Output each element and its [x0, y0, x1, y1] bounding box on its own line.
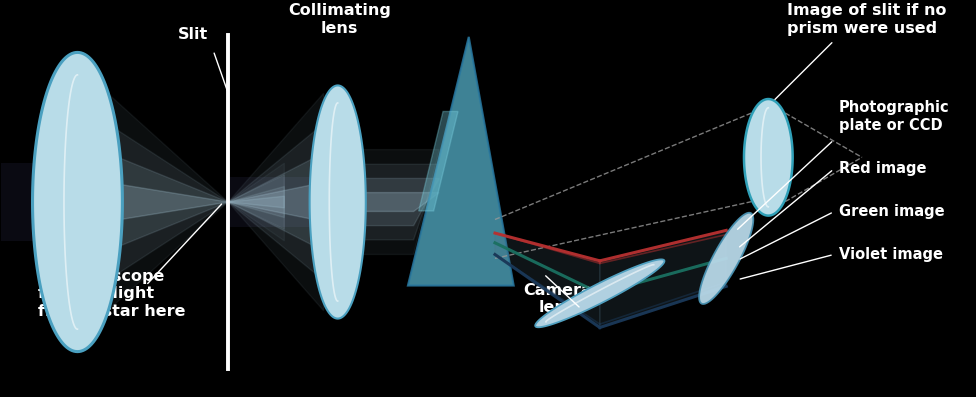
Polygon shape [419, 112, 458, 211]
Polygon shape [228, 175, 284, 229]
Polygon shape [228, 187, 284, 218]
Polygon shape [535, 259, 665, 327]
Text: The telescope
focuses light
from a star here: The telescope focuses light from a star … [38, 269, 185, 318]
Polygon shape [228, 163, 284, 241]
Polygon shape [228, 183, 324, 222]
Polygon shape [228, 196, 284, 208]
Polygon shape [77, 177, 228, 227]
Text: Violet image: Violet image [838, 247, 943, 262]
Polygon shape [32, 52, 122, 352]
Polygon shape [77, 66, 228, 338]
Bar [1, 163, 77, 241]
Text: Slit: Slit [179, 27, 209, 42]
Polygon shape [77, 141, 228, 263]
Polygon shape [354, 164, 439, 240]
Polygon shape [699, 213, 753, 304]
Text: Red image: Red image [838, 162, 926, 177]
Text: Collimating
lens: Collimating lens [288, 3, 391, 36]
Text: Photographic
plate or CCD: Photographic plate or CCD [838, 100, 950, 133]
Polygon shape [354, 193, 439, 212]
Polygon shape [600, 230, 726, 328]
Polygon shape [354, 150, 439, 254]
Text: Camera
lens: Camera lens [523, 283, 592, 315]
Bar [228, 177, 349, 227]
Polygon shape [495, 233, 600, 328]
Polygon shape [744, 99, 793, 216]
Polygon shape [354, 178, 439, 225]
Polygon shape [309, 85, 366, 318]
Polygon shape [228, 93, 324, 311]
Text: Green image: Green image [838, 204, 944, 219]
Polygon shape [77, 104, 228, 300]
Polygon shape [228, 124, 324, 280]
Polygon shape [228, 153, 324, 251]
Polygon shape [408, 37, 513, 285]
Text: Image of slit if no
prism were used: Image of slit if no prism were used [787, 3, 947, 36]
